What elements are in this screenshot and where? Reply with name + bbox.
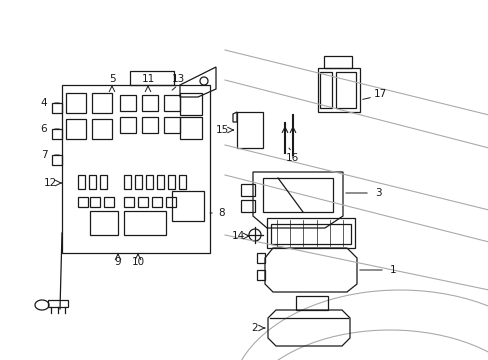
Bar bbox=[104, 197, 114, 207]
Text: 16: 16 bbox=[285, 153, 298, 163]
Text: 4: 4 bbox=[41, 98, 47, 108]
Bar bbox=[263, 178, 332, 212]
Bar bbox=[124, 211, 165, 235]
Bar bbox=[66, 119, 86, 139]
Bar bbox=[142, 117, 158, 133]
Bar bbox=[52, 129, 62, 139]
Bar bbox=[48, 300, 68, 307]
Bar bbox=[317, 68, 359, 112]
Bar bbox=[335, 72, 355, 108]
Text: 15: 15 bbox=[215, 125, 228, 135]
Bar bbox=[241, 184, 254, 196]
Bar bbox=[179, 175, 185, 189]
Text: 2: 2 bbox=[251, 323, 258, 333]
Bar bbox=[135, 175, 142, 189]
Bar bbox=[78, 175, 85, 189]
Bar bbox=[78, 197, 88, 207]
Bar bbox=[180, 93, 202, 115]
Text: 13: 13 bbox=[171, 74, 184, 84]
Text: 3: 3 bbox=[374, 188, 381, 198]
Text: 7: 7 bbox=[41, 150, 47, 160]
Bar bbox=[324, 56, 351, 68]
Bar bbox=[163, 95, 180, 111]
Bar bbox=[138, 197, 148, 207]
Bar bbox=[124, 175, 131, 189]
Bar bbox=[163, 117, 180, 133]
Bar bbox=[165, 197, 176, 207]
Bar bbox=[62, 85, 209, 253]
Bar bbox=[92, 119, 112, 139]
Bar bbox=[124, 197, 134, 207]
Text: 5: 5 bbox=[108, 74, 115, 84]
Bar bbox=[146, 175, 153, 189]
Text: 8: 8 bbox=[218, 208, 225, 218]
Bar bbox=[152, 197, 162, 207]
Bar bbox=[66, 93, 86, 113]
Bar bbox=[100, 175, 107, 189]
Bar bbox=[241, 200, 254, 212]
Bar bbox=[120, 117, 136, 133]
Bar bbox=[319, 72, 331, 108]
Bar bbox=[180, 117, 202, 139]
Text: 6: 6 bbox=[41, 124, 47, 134]
Bar bbox=[270, 224, 350, 244]
Bar bbox=[130, 71, 174, 85]
Bar bbox=[168, 175, 175, 189]
Bar bbox=[90, 211, 118, 235]
Text: 9: 9 bbox=[115, 257, 121, 267]
Bar bbox=[157, 175, 163, 189]
Bar bbox=[90, 197, 100, 207]
Bar bbox=[52, 103, 62, 113]
Bar bbox=[52, 155, 62, 165]
Bar bbox=[172, 191, 203, 221]
Bar bbox=[92, 93, 112, 113]
Text: 1: 1 bbox=[389, 265, 395, 275]
Bar bbox=[89, 175, 96, 189]
Bar bbox=[120, 95, 136, 111]
Bar bbox=[295, 296, 327, 310]
Text: 17: 17 bbox=[373, 89, 386, 99]
Bar bbox=[237, 112, 263, 148]
Text: 12: 12 bbox=[43, 178, 57, 188]
Bar bbox=[142, 95, 158, 111]
Text: 14: 14 bbox=[231, 231, 244, 241]
Text: 11: 11 bbox=[141, 74, 154, 84]
Text: 10: 10 bbox=[131, 257, 144, 267]
